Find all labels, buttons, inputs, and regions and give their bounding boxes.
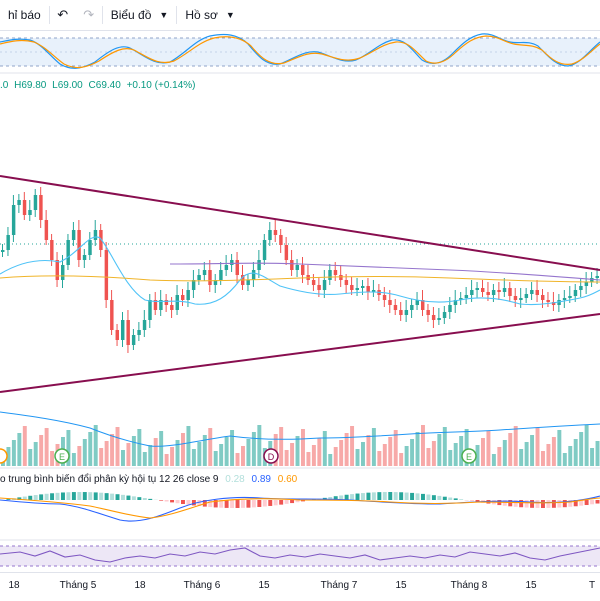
- top-toolbar: hỉ báo ↶ ↷ Biểu đồ ▼ Hồ sơ ▼: [0, 0, 600, 31]
- time-axis[interactable]: 18 Tháng 5 18 Tháng 6 15 Tháng 7 15 Tháng 8 15 T: [0, 572, 600, 601]
- candlesticks: [1, 187, 599, 353]
- event-marker-label: E: [59, 452, 65, 462]
- ohlc-change: +0.10 (+0.14%): [127, 80, 196, 91]
- chevron-down-icon: ▼: [159, 10, 168, 20]
- indicators-button[interactable]: hỉ báo: [0, 0, 49, 30]
- chart-menu-label: Biểu đồ: [111, 8, 152, 22]
- ohlc-legend: .0 H69.80 L69.00 C69.40 +0.10 (+0.14%): [0, 80, 199, 91]
- time-axis-tick: Tháng 7: [321, 580, 358, 591]
- event-marker-label: D: [268, 452, 275, 462]
- stochastic-pane: [0, 34, 600, 68]
- profile-menu-button[interactable]: Hồ sơ ▼: [177, 0, 242, 30]
- macd-hist-value: 0.28: [225, 474, 244, 485]
- redo-icon[interactable]: ↷: [76, 0, 102, 30]
- volume-bars: [1, 425, 600, 466]
- time-axis-tick: 18: [8, 580, 19, 591]
- time-axis-tick: 15: [258, 580, 269, 591]
- time-axis-tick: Tháng 5: [60, 580, 97, 591]
- ohlc-open: .0: [0, 80, 8, 91]
- macd-value: 0.89: [252, 474, 271, 485]
- macd-title: o trung bình biến đổi phân kỳ hội tụ 12 …: [0, 474, 219, 485]
- event-marker-e: [0, 449, 7, 463]
- time-axis-tick: Tháng 6: [184, 580, 221, 591]
- chart-menu-button[interactable]: Biểu đồ ▼: [103, 0, 177, 30]
- ma-orange-line: [0, 276, 600, 282]
- rsi-pane: [0, 546, 600, 566]
- time-axis-tick: T: [589, 580, 595, 591]
- macd-legend: o trung bình biến đổi phân kỳ hội tụ 12 …: [0, 474, 297, 485]
- time-axis-tick: Tháng 8: [451, 580, 488, 591]
- ma-purple-line: [170, 263, 600, 280]
- time-axis-tick: 18: [134, 580, 145, 591]
- chevron-down-icon: ▼: [226, 10, 235, 20]
- ohlc-close: C69.40: [89, 80, 121, 91]
- undo-icon[interactable]: ↶: [50, 0, 76, 30]
- ohlc-low: L69.00: [52, 80, 83, 91]
- macd-pane: [0, 492, 600, 521]
- event-marker-label: E: [466, 452, 472, 462]
- chart-canvas[interactable]: E D E: [0, 30, 600, 572]
- price-pane: [0, 176, 600, 392]
- profile-menu-label: Hồ sơ: [185, 8, 218, 22]
- macd-signal-value: 0.60: [278, 474, 297, 485]
- triangle-lower-line: [0, 314, 600, 392]
- time-axis-tick: 15: [525, 580, 536, 591]
- ohlc-high: H69.80: [14, 80, 46, 91]
- indicators-label: hỉ báo: [8, 8, 41, 22]
- time-axis-tick: 15: [395, 580, 406, 591]
